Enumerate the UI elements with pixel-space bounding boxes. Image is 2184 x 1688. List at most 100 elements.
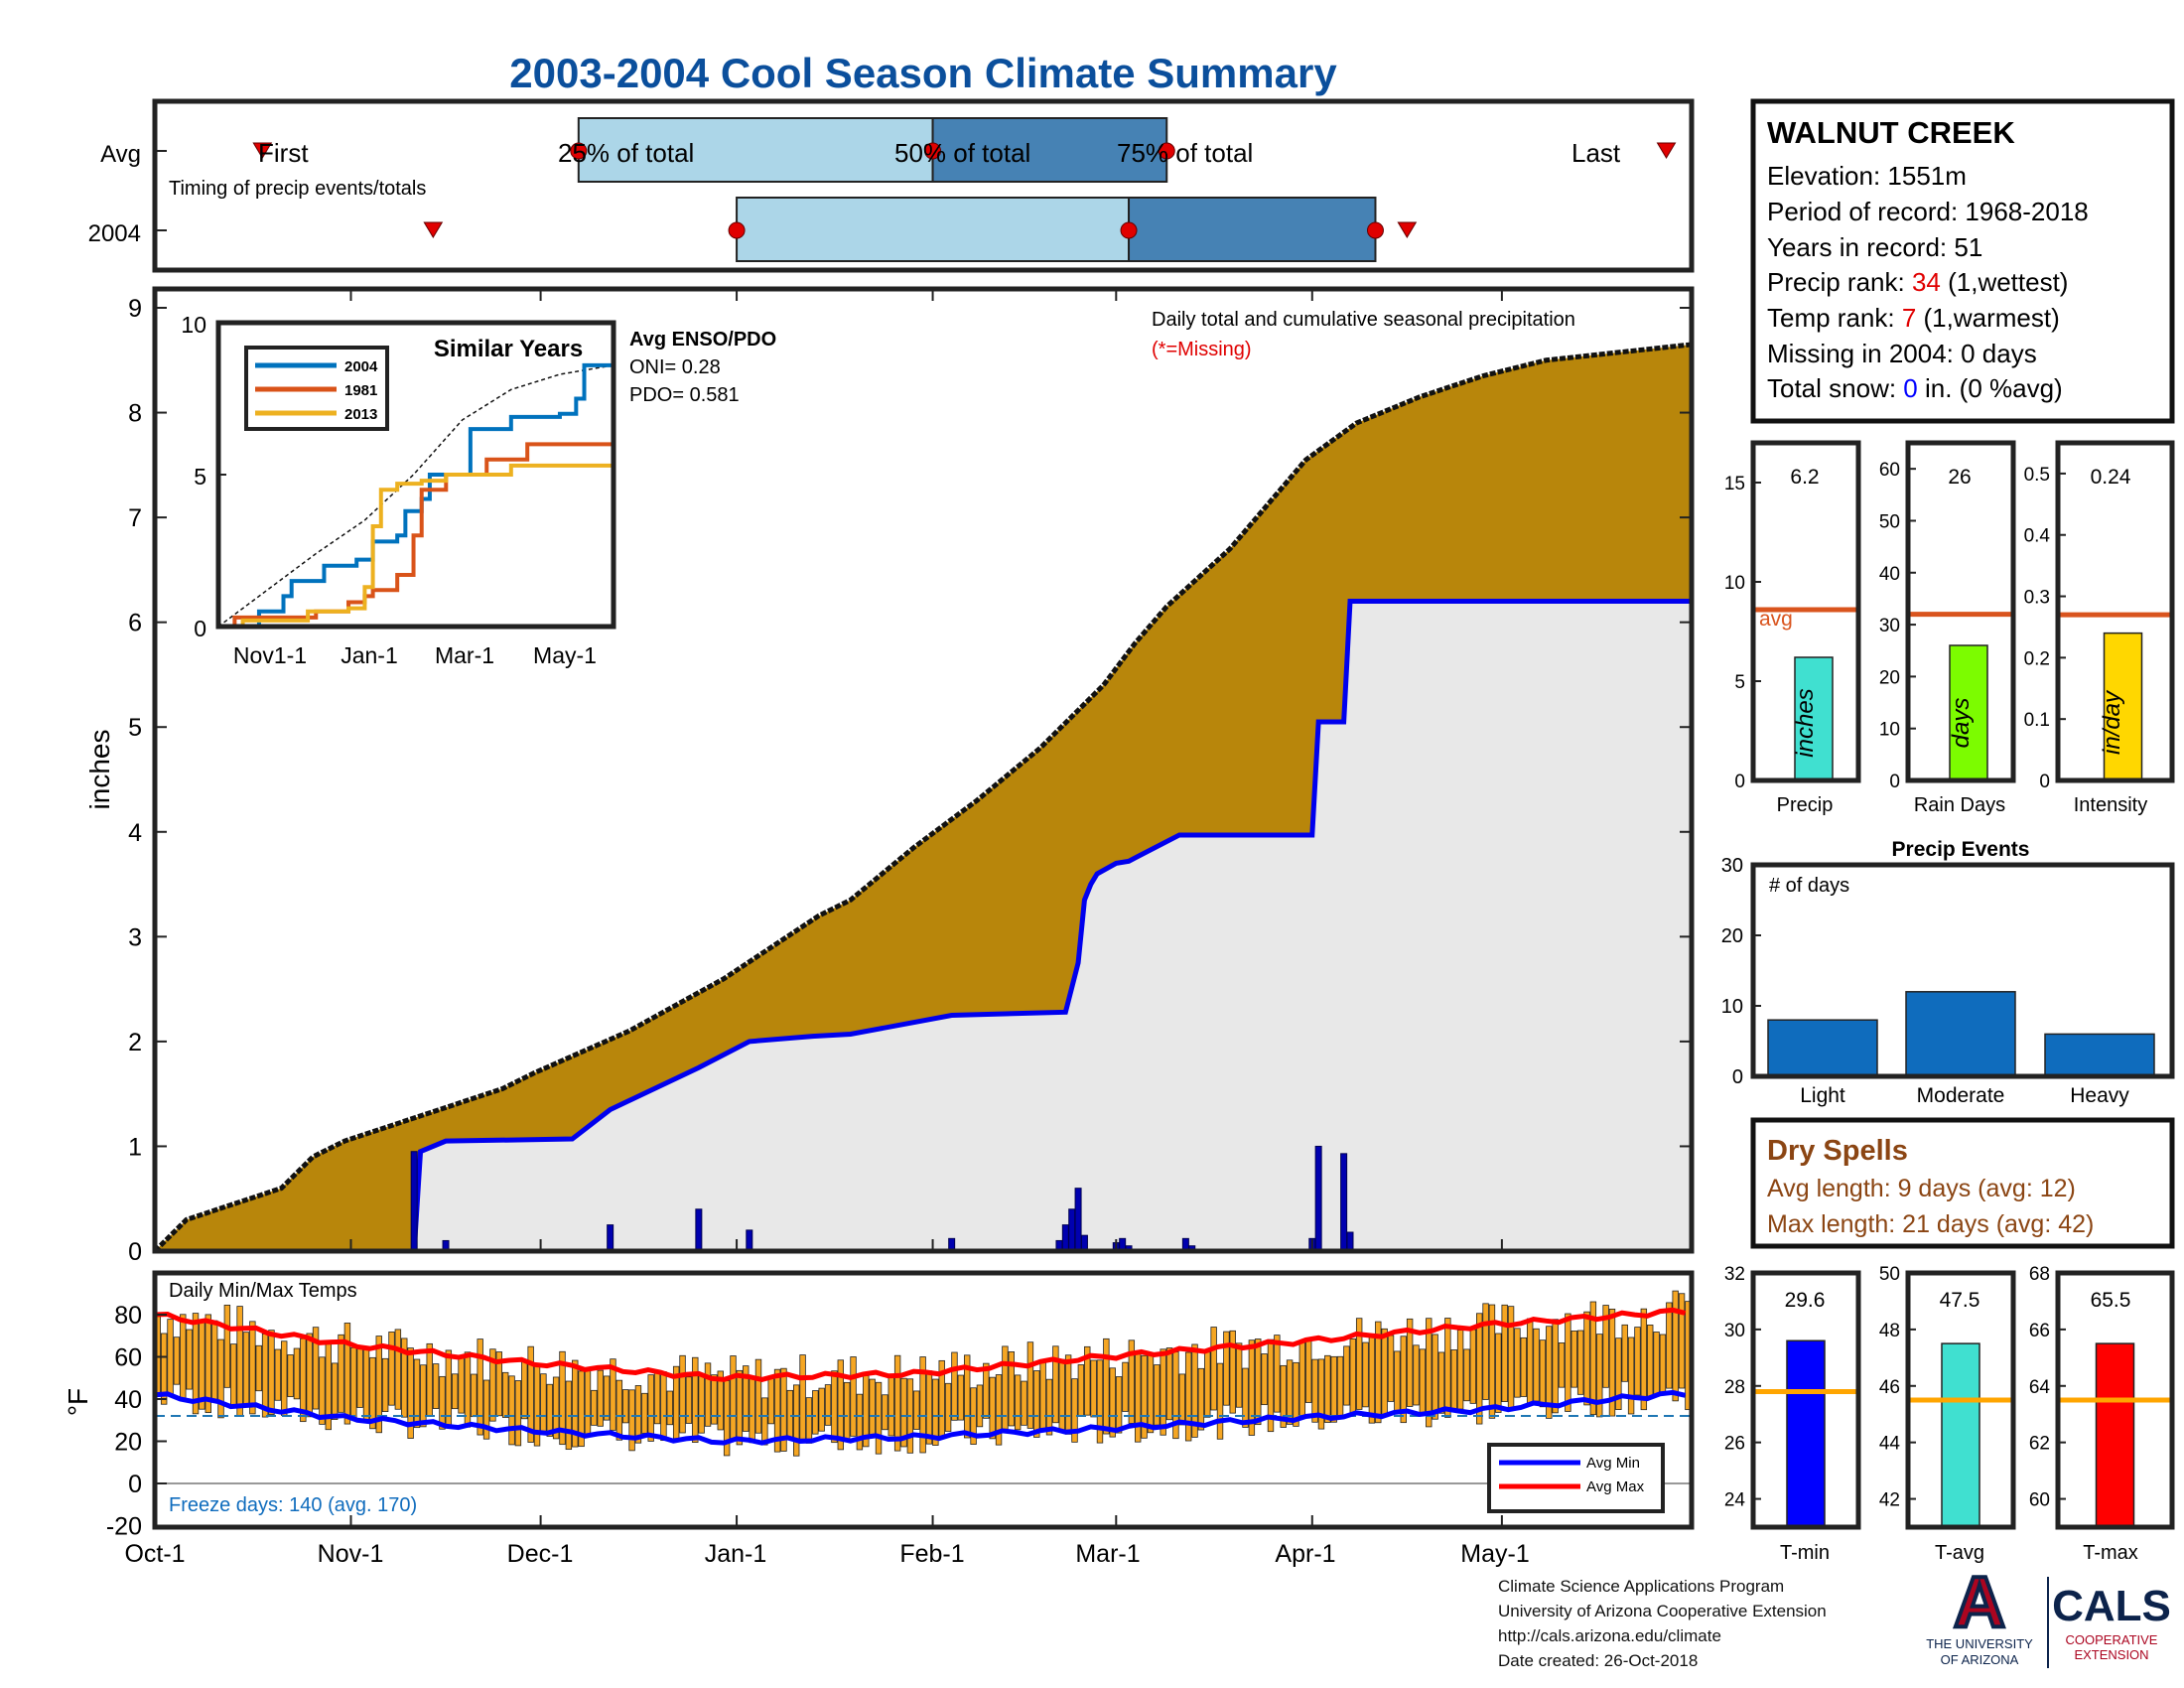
inset-xtick-nov: Nov1-1 <box>233 642 307 668</box>
daily-temp-range-bar <box>584 1367 592 1438</box>
daily-temp-range-bar <box>1286 1359 1294 1425</box>
daily-temp-range-bar <box>501 1371 509 1418</box>
daily-precip-bar <box>1068 1208 1076 1252</box>
daily-precip-bar <box>695 1208 703 1252</box>
daily-temp-range-bar <box>312 1327 320 1410</box>
daily-temp-range-bar <box>812 1390 819 1435</box>
daily-temp-range-bar <box>767 1377 774 1425</box>
tmin-ytick-label: 32 <box>1724 1264 1745 1285</box>
daily-temp-range-bar <box>1444 1318 1451 1418</box>
precip-events-panel: Precip Events 0 10 20 30 # of days Light Mo… <box>1721 838 2175 1107</box>
daily-temp-range-bar <box>1647 1325 1654 1398</box>
daily-temp-range-bar <box>1362 1341 1369 1408</box>
intensity-ytick-label: 0.3 <box>2024 588 2050 609</box>
inset-avg-line <box>217 364 614 628</box>
temp-ytick-label: -20 <box>106 1513 142 1541</box>
daily-temp-range-bar <box>1229 1330 1236 1414</box>
xtick-jan: Jan-1 <box>705 1540 767 1568</box>
daily-temp-range-bar <box>1381 1328 1388 1417</box>
daily-temp-range-bar <box>180 1314 187 1402</box>
daily-temp-range-bar <box>356 1347 363 1408</box>
daily-temp-range-bar <box>381 1357 389 1413</box>
precip-value: 6.2 <box>1790 466 1819 489</box>
daily-temp-range-bar <box>471 1373 478 1418</box>
daily-temp-range-bar <box>622 1389 629 1424</box>
daily-temp-range-bar <box>362 1347 370 1422</box>
xtick-dec: Dec-1 <box>507 1540 574 1568</box>
daily-temp-range-bar <box>754 1358 762 1434</box>
daily-temp-range-bar <box>1165 1347 1173 1421</box>
daily-temp-range-bar <box>831 1370 838 1444</box>
daily-temp-range-bar <box>976 1384 984 1428</box>
tavg-panel-frame <box>1905 1270 2016 1530</box>
precip-panel-label: Precip <box>1777 794 1834 816</box>
timing-panel: Avg 2004 Timing of precip events/totals … <box>88 98 1695 273</box>
enso-oni: ONI= 0.28 <box>629 356 721 378</box>
daily-temp-range-bar <box>489 1348 496 1422</box>
station-missing: Missing in 2004: 0 days <box>1767 339 2037 368</box>
daily-temp-range-bar <box>514 1380 522 1447</box>
tmin-ytick-label: 26 <box>1724 1434 1745 1455</box>
precip-ytick-label: 9 <box>128 295 142 323</box>
daily-temp-range-bar <box>1210 1327 1217 1411</box>
temp-plot-frame <box>152 1270 1695 1530</box>
timing-label-first: First <box>258 138 309 168</box>
daily-temp-range-bar <box>458 1356 465 1414</box>
daily-temp-range-bar <box>413 1358 421 1429</box>
daily-temp-range-bar <box>1678 1293 1686 1389</box>
daily-temp-range-bar <box>1184 1351 1192 1442</box>
tmin-label: T-min <box>1780 1542 1830 1564</box>
daily-temp-range-bar <box>1191 1343 1198 1438</box>
daily-temp-range-bar <box>698 1375 705 1434</box>
daily-temp-range-bar <box>1052 1345 1059 1424</box>
raindays-panel-label: Rain Days <box>1914 794 2005 816</box>
daily-temp-range-bar <box>375 1336 382 1434</box>
events-frame <box>1750 862 2175 1079</box>
footer-line-2: University of Arizona Cooperative Extens… <box>1498 1602 1827 1620</box>
inset-title: Similar Years <box>434 336 583 362</box>
timing-avg-50-marker <box>924 142 942 160</box>
daily-temp-range-bar <box>1274 1335 1281 1413</box>
daily-temp-range-bar <box>647 1374 654 1442</box>
daily-temp-range-bar <box>761 1397 768 1446</box>
daily-temp-range-bar <box>1634 1327 1641 1396</box>
daily-temp-range-bar <box>1204 1351 1211 1418</box>
timing-caption: Timing of precip events/totals <box>169 178 426 200</box>
tavg-ytick-label: 42 <box>1879 1490 1900 1511</box>
dry-spells-box: Dry Spells Avg length: 9 days (avg: 12) … <box>1750 1117 2175 1249</box>
daily-temp-range-bar <box>869 1378 876 1439</box>
daily-temp-range-bar <box>1621 1324 1628 1382</box>
daily-temp-range-bar <box>1235 1342 1243 1408</box>
intensity-ytick-label: 0.4 <box>2024 526 2051 547</box>
precip-ytick-label: 2 <box>128 1029 142 1056</box>
timing-avg-first-marker <box>252 142 273 159</box>
daily-temp-range-bar <box>944 1382 952 1432</box>
temp-legend-box <box>1487 1443 1665 1513</box>
y2004-cumulative-line <box>155 599 1692 1254</box>
daily-temp-range-bar <box>1096 1359 1104 1444</box>
daily-temp-range-bar <box>850 1356 857 1437</box>
precip-ytick-label: 10 <box>1724 573 1745 594</box>
daily-temp-range-bar <box>887 1375 894 1437</box>
daily-temp-range-bar <box>603 1375 611 1421</box>
precip-ytick-label: 3 <box>128 923 142 951</box>
footer-line-4: Date created: 26-Oct-2018 <box>1498 1651 1699 1670</box>
daily-temp-range-bar <box>610 1358 616 1431</box>
xtick-apr: Apr-1 <box>1275 1540 1335 1568</box>
timing-row-label-2004: 2004 <box>88 220 141 247</box>
daily-precip-bar <box>410 1151 418 1252</box>
temp-plot-title: Daily Min/Max Temps <box>169 1280 357 1302</box>
daily-temp-range-bar <box>597 1369 604 1427</box>
enso-pdo: PDO= 0.581 <box>629 384 740 406</box>
precip-ytick-label: 8 <box>128 400 142 428</box>
events-title: Precip Events <box>1892 838 2030 861</box>
daily-temp-range-bar <box>578 1370 585 1448</box>
daily-temp-range-bar <box>1406 1318 1414 1407</box>
daily-temp-range-bar <box>1280 1364 1287 1428</box>
daily-temp-range-bar <box>331 1362 339 1420</box>
precip-note: Daily total and cumulative seasonal prec… <box>1152 309 1575 331</box>
xtick-feb: Feb-1 <box>899 1540 964 1568</box>
intensity-value: 0.24 <box>2091 466 2131 489</box>
daily-temp-range-bar <box>495 1351 502 1417</box>
